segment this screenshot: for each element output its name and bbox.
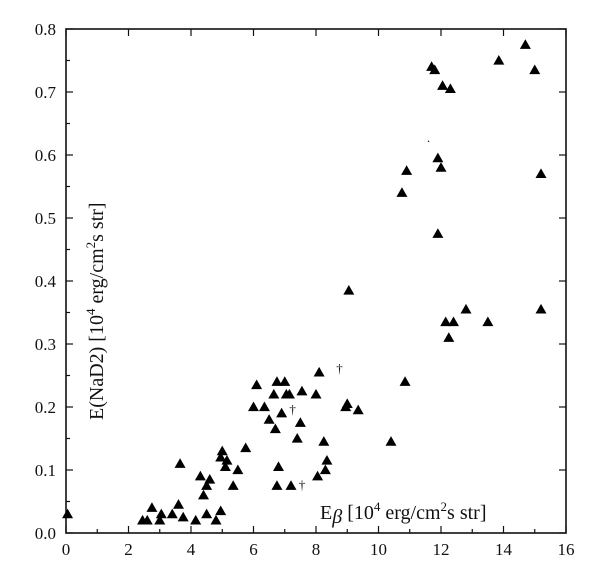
- point-annotation: †: [289, 401, 296, 416]
- data-point: [444, 83, 456, 93]
- data-point: [215, 505, 227, 516]
- data-point: [174, 458, 186, 468]
- point-annotation: ·: [426, 134, 430, 149]
- y-tick-label: 0.1: [35, 461, 56, 480]
- x-tick-label: 6: [249, 540, 258, 559]
- annotations: † † † ·: [289, 134, 430, 492]
- data-point: [429, 64, 441, 75]
- data-point: [166, 508, 178, 519]
- data-point: [285, 480, 297, 490]
- data-point: [385, 436, 397, 446]
- data-point: [399, 376, 411, 386]
- x-axis-title: Eβ [104 erg/cm2s str]: [320, 499, 486, 528]
- data-point: [493, 55, 505, 65]
- data-point: [216, 445, 228, 456]
- data-point: [198, 489, 209, 500]
- data-point: [62, 508, 74, 519]
- axis-ticks: 0 2 4 6 8 10 12 14 16 0.0 0.1 0.2 0.3 0.4 0.5 0.6 0.7 0.8: [35, 20, 575, 559]
- data-point: [343, 284, 355, 295]
- data-point: [296, 385, 308, 396]
- data-point: [271, 376, 283, 386]
- data-point: [318, 436, 330, 446]
- data-point: [321, 455, 333, 465]
- data-point: [240, 442, 252, 453]
- data-point: [201, 480, 213, 490]
- x-tick-label: 4: [187, 540, 196, 559]
- data-point: [396, 187, 408, 197]
- data-point: [276, 407, 288, 418]
- data-point: [263, 414, 275, 424]
- y-tick-label: 0.7: [35, 83, 57, 102]
- point-annotation: †: [336, 360, 343, 375]
- data-point: [227, 480, 239, 490]
- data-point: [155, 508, 167, 519]
- data-point: [215, 451, 227, 462]
- data-point: [268, 388, 280, 399]
- x-tick-label: 2: [124, 540, 133, 559]
- data-points: [62, 39, 547, 525]
- plot-frame: [65, 28, 567, 534]
- data-point: [432, 228, 444, 238]
- data-point: [210, 514, 222, 525]
- data-point: [535, 303, 547, 314]
- data-point: [271, 480, 283, 490]
- data-point: [269, 423, 281, 434]
- data-point: [435, 162, 447, 172]
- data-point: [173, 499, 184, 509]
- data-point: [341, 398, 353, 408]
- x-tick-label: 16: [558, 540, 575, 559]
- data-point: [448, 316, 459, 327]
- data-point: [294, 417, 306, 427]
- data-point: [440, 316, 452, 327]
- data-point: [201, 508, 213, 519]
- y-tick-label: 0.2: [35, 398, 56, 417]
- data-point: [529, 64, 541, 75]
- data-point: [194, 470, 206, 481]
- data-point: [141, 514, 153, 525]
- data-point: [154, 514, 166, 525]
- data-point: [190, 514, 202, 525]
- data-point: [177, 511, 189, 522]
- point-annotation: †: [299, 477, 306, 492]
- x-tick-label: 8: [312, 540, 321, 559]
- y-tick-label: 0.5: [35, 209, 56, 228]
- data-point: [352, 404, 364, 415]
- data-point: [401, 165, 413, 175]
- data-point: [313, 366, 325, 377]
- data-point: [251, 379, 263, 390]
- data-point: [279, 376, 291, 386]
- data-point: [460, 303, 472, 314]
- y-axis-title: E(NaD2) [104 erg/cm2s str]: [83, 202, 108, 420]
- data-point: [310, 388, 322, 399]
- y-tick-label: 0.3: [35, 335, 56, 354]
- data-point: [437, 80, 449, 90]
- data-point: [482, 316, 494, 327]
- data-point: [319, 464, 331, 475]
- data-point: [283, 388, 295, 399]
- x-tick-label: 10: [370, 540, 387, 559]
- y-tick-label: 0.0: [35, 524, 56, 543]
- data-point: [273, 461, 284, 471]
- data-point: [312, 470, 324, 481]
- x-tick-label: 14: [495, 540, 513, 559]
- data-point: [204, 473, 216, 484]
- data-point: [248, 401, 259, 412]
- x-tick-label: 12: [433, 540, 450, 559]
- data-point: [291, 433, 303, 443]
- data-point: [535, 168, 547, 179]
- data-point: [146, 502, 158, 512]
- data-point: [258, 401, 270, 412]
- data-point: [221, 455, 233, 465]
- y-tick-label: 0.8: [35, 20, 56, 39]
- data-point: [232, 464, 244, 475]
- data-point: [219, 461, 231, 471]
- data-point: [443, 332, 455, 342]
- x-tick-label: 0: [62, 540, 71, 559]
- data-point: [432, 152, 444, 163]
- y-tick-label: 0.6: [35, 146, 56, 165]
- data-point: [519, 39, 531, 49]
- y-tick-label: 0.4: [35, 272, 57, 291]
